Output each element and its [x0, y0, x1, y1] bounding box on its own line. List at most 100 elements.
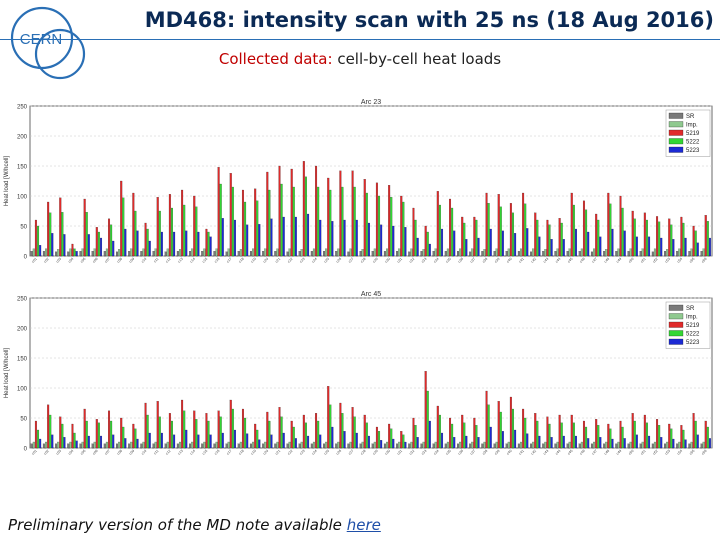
bar-5219-c39 — [497, 401, 500, 449]
bar-5222-c26 — [341, 186, 344, 257]
bar-5222-c35 — [451, 207, 454, 257]
x-tick-label: c49 — [616, 449, 623, 456]
bar-5219-c32 — [412, 207, 415, 257]
bar-5219-c03 — [59, 416, 62, 449]
bar-Imp.-c31 — [398, 248, 401, 257]
bar-Imp.-c12 — [166, 441, 169, 449]
bar-5222-c42 — [536, 420, 539, 449]
x-tick-label: c47 — [591, 449, 598, 456]
bar-SR-c42 — [530, 251, 533, 257]
legend-swatch-Imp. — [668, 121, 684, 128]
x-tick-label: c55 — [689, 257, 696, 264]
bar-Imp.-c09 — [130, 441, 133, 449]
bar-SR-c34 — [432, 251, 435, 257]
bar-5223-c50 — [635, 434, 638, 449]
bar-SR-c07 — [103, 443, 106, 449]
bar-5223-c12 — [173, 231, 176, 257]
bar-5222-c33 — [426, 231, 429, 257]
bar-5219-c17 — [229, 173, 232, 257]
bar-Imp.-c38 — [483, 249, 486, 257]
bar-SR-c19 — [249, 251, 252, 257]
bar-5219-c06 — [95, 227, 98, 257]
bar-SR-c40 — [505, 251, 508, 257]
bar-5219-c06 — [95, 419, 98, 449]
bar-SR-c16 — [213, 443, 216, 449]
bar-SR-c50 — [627, 251, 630, 257]
bar-5223-c29 — [380, 224, 383, 257]
bar-5219-c34 — [436, 191, 439, 257]
bar-5223-c48 — [611, 438, 614, 449]
bar-5223-c55 — [696, 242, 699, 257]
bar-Imp.-c09 — [130, 248, 133, 257]
bar-5223-c25 — [331, 221, 334, 257]
legend-swatch-5223 — [668, 146, 684, 153]
bar-5219-c24 — [315, 165, 318, 257]
bar-5223-c53 — [672, 438, 675, 449]
bar-5223-c04 — [75, 251, 78, 257]
bar-5222-c18 — [244, 201, 247, 257]
bar-Imp.-c44 — [556, 248, 559, 257]
subtitle-lead: Collected data: — [218, 50, 333, 68]
bar-5219-c02 — [47, 201, 50, 257]
bar-5223-c52 — [660, 437, 663, 449]
x-tick-label: c56 — [701, 449, 708, 456]
bar-SR-c54 — [676, 251, 679, 257]
bar-5219-c25 — [327, 177, 330, 257]
bar-5219-c43 — [546, 416, 549, 449]
bar-5222-c51 — [645, 422, 648, 449]
bar-5223-c19 — [258, 224, 261, 257]
bar-5222-c36 — [463, 222, 466, 257]
bar-SR-c39 — [493, 443, 496, 449]
bar-SR-c27 — [347, 251, 350, 257]
x-tick-label: c25 — [323, 257, 330, 264]
bar-Imp.-c56 — [702, 248, 705, 257]
bar-5223-c08 — [124, 228, 127, 257]
bar-Imp.-c34 — [434, 248, 437, 257]
x-tick-label: c07 — [104, 449, 111, 456]
bar-5223-c26 — [343, 431, 346, 449]
x-tick-label: c07 — [104, 257, 111, 264]
bar-5223-c35 — [453, 437, 456, 449]
bar-5222-c14 — [195, 206, 198, 257]
bar-SR-c24 — [310, 443, 313, 449]
bar-5219-c38 — [485, 390, 488, 449]
bar-5222-c06 — [97, 231, 100, 257]
x-tick-label: c33 — [421, 449, 428, 456]
bar-5223-c32 — [416, 237, 419, 257]
bar-SR-c29 — [371, 443, 374, 449]
bar-5222-c12 — [171, 420, 173, 449]
bar-Imp.-c05 — [81, 248, 84, 257]
bar-5219-c51 — [643, 212, 646, 257]
bar-5223-c29 — [380, 440, 383, 449]
bar-5222-c33 — [426, 390, 429, 449]
x-tick-label: c19 — [250, 257, 257, 264]
bar-5219-c44 — [558, 414, 561, 449]
bar-5223-c45 — [574, 228, 577, 257]
bar-5222-c14 — [195, 419, 198, 449]
bar-5223-c47 — [599, 437, 602, 449]
bar-Imp.-c11 — [154, 441, 157, 449]
bar-SR-c06 — [91, 443, 94, 449]
bar-5219-c40 — [509, 396, 512, 449]
bar-Imp.-c22 — [288, 441, 291, 449]
bar-Imp.-c27 — [349, 441, 352, 449]
bar-SR-c14 — [189, 251, 192, 257]
bar-Imp.-c39 — [495, 441, 498, 449]
x-tick-label: c22 — [287, 257, 294, 264]
bar-5223-c04 — [75, 440, 78, 449]
bar-Imp.-c31 — [398, 441, 401, 449]
bar-5223-c40 — [514, 429, 517, 449]
x-tick-label: c11 — [153, 449, 160, 456]
bar-SR-c37 — [469, 251, 472, 257]
bar-SR-c18 — [237, 251, 240, 257]
bar-Imp.-c42 — [532, 248, 535, 257]
x-tick-label: c37 — [469, 449, 476, 456]
bar-5223-c43 — [550, 437, 553, 449]
footer-link[interactable]: here — [346, 516, 381, 534]
bar-5222-c52 — [658, 425, 661, 449]
x-tick-label: c08 — [116, 257, 123, 264]
bar-SR-c08 — [116, 443, 118, 449]
x-tick-label: c17 — [226, 257, 233, 264]
bar-Imp.-c37 — [471, 248, 474, 257]
legend-swatch-SR — [668, 304, 684, 311]
